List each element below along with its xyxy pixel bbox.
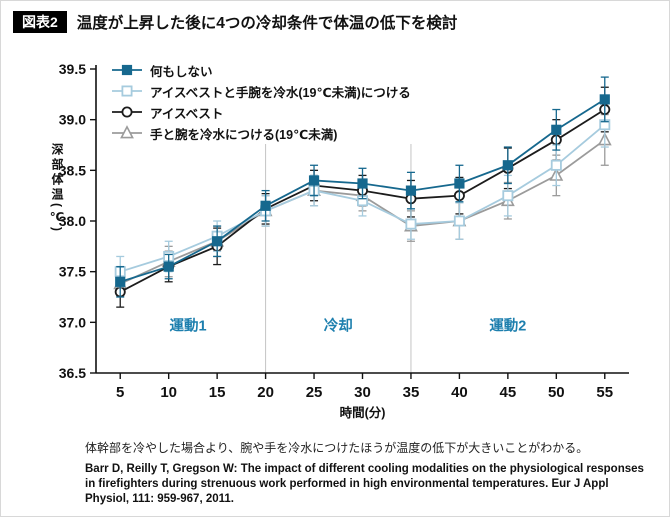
svg-text:38.5: 38.5 — [59, 162, 86, 178]
svg-text:39.5: 39.5 — [59, 61, 86, 77]
svg-text:38.0: 38.0 — [59, 213, 86, 229]
svg-text:30: 30 — [354, 384, 371, 401]
chart-legend: 何もしないアイスベストと手腕を冷水(19℃未満)につける アイスベスト手と腕を冷水… — [109, 59, 417, 144]
y-axis-label: 深部体温(℃) — [50, 143, 64, 234]
svg-text:55: 55 — [596, 384, 613, 401]
circle-open-icon — [112, 106, 142, 118]
figure-badge: 図表2 — [13, 11, 67, 33]
figure-title: 温度が上昇した後に4つの冷却条件で体温の低下を検討 — [76, 15, 458, 32]
svg-text:25: 25 — [306, 384, 323, 401]
svg-text:10: 10 — [160, 384, 177, 401]
svg-text:37.0: 37.0 — [59, 314, 86, 330]
svg-text:5: 5 — [116, 384, 124, 401]
legend-item: 何もしない — [111, 61, 411, 79]
svg-text:40: 40 — [451, 384, 468, 401]
svg-text:15: 15 — [209, 384, 226, 401]
legend-item: アイスベスト — [111, 103, 411, 121]
svg-text:運動1: 運動1 — [170, 317, 207, 334]
svg-text:37.5: 37.5 — [59, 264, 86, 280]
legend-label: 何もしない — [150, 64, 213, 79]
figure-header: 図表2 温度が上昇した後に4つの冷却条件で体温の低下を検討 — [13, 11, 657, 33]
triangle-open-icon — [112, 125, 142, 139]
svg-text:冷却: 冷却 — [324, 316, 353, 334]
svg-text:運動2: 運動2 — [489, 317, 526, 334]
svg-text:39.0: 39.0 — [59, 112, 86, 128]
svg-text:50: 50 — [548, 384, 565, 401]
note-text: 体幹部を冷やした場合より、腕や手を冷水につけたほうが温度の低下が大きいことがわか… — [85, 441, 589, 455]
svg-text:20: 20 — [257, 384, 274, 401]
chart-area: 36.5 37.0 37.5 38.0 38.5 39.0 39.5 5 10 15 20 25 30 3… — [11, 51, 661, 429]
temperature-line-chart: 36.5 37.0 37.5 38.0 38.5 39.0 39.5 5 10 15 20 25 30 3… — [59, 61, 629, 420]
citation-text: Barr D, Reilly T, Gregson W: The impact … — [85, 463, 644, 506]
legend-label: アイスベストと手腕を冷水(19℃未満)につける — [150, 85, 411, 100]
legend-item: アイスベストと手腕を冷水(19℃未満)につける — [111, 82, 411, 100]
legend-label: アイスベスト — [150, 106, 224, 121]
svg-text:35: 35 — [403, 384, 420, 401]
svg-text:45: 45 — [500, 384, 517, 401]
svg-text:36.5: 36.5 — [59, 365, 86, 381]
svg-text:時間(分): 時間(分) — [340, 405, 386, 420]
legend-item: 手と腕を冷水につける(19℃未満) — [111, 124, 411, 142]
square-filled-icon — [112, 64, 142, 76]
legend-label: 手と腕を冷水につける(19℃未満) — [150, 127, 338, 142]
square-open-icon — [112, 85, 142, 97]
